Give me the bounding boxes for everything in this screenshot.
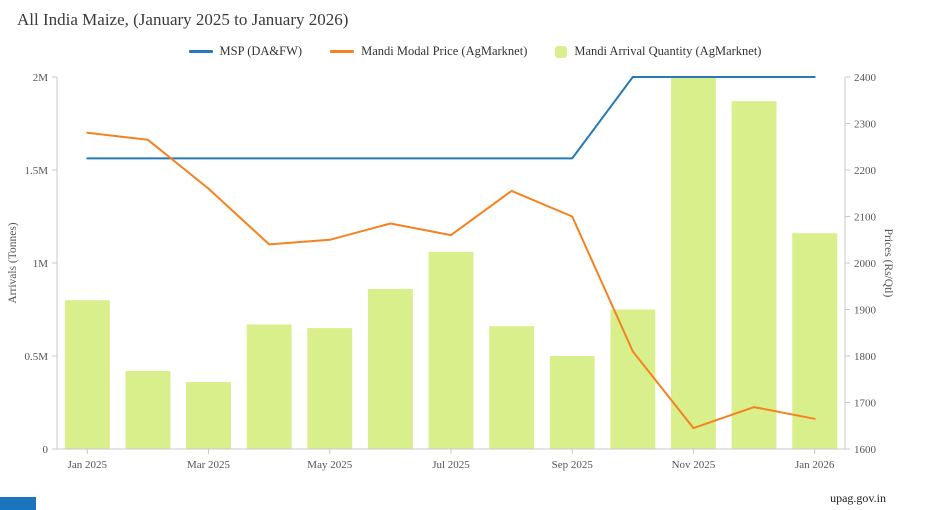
arrival-bar[interactable] xyxy=(428,251,474,449)
legend-item-3[interactable]: Mandi Arrival Quantity (AgMarknet) xyxy=(555,44,761,59)
mandi-modal-price-line[interactable] xyxy=(86,131,816,430)
arrival-bar[interactable] xyxy=(64,300,110,449)
arrival-bar[interactable] xyxy=(549,356,595,449)
legend-label: Mandi Modal Price (AgMarknet) xyxy=(361,44,528,58)
arrival-bar[interactable] xyxy=(731,101,777,449)
left-axis-tick-label: 2M xyxy=(33,72,49,84)
legend-label: MSP (DA&FW) xyxy=(219,44,303,58)
legend-line-swatch xyxy=(188,50,213,53)
arrival-bar[interactable] xyxy=(307,328,353,449)
right-axis-title: Prices (Rs/Qtl) xyxy=(882,229,894,298)
legend-item-2[interactable]: Mandi Modal Price (AgMarknet) xyxy=(330,44,527,59)
legend-item-1[interactable]: MSP (DA&FW) xyxy=(188,44,303,59)
left-axis-tick-label: 1.5M xyxy=(24,165,48,177)
legend: MSP (DA&FW) Mandi Modal Price (AgMarknet)… xyxy=(0,44,950,59)
right-axis-tick-label: 2400 xyxy=(854,72,877,84)
arrival-bar[interactable] xyxy=(246,324,292,449)
right-axis-tick-label: 2000 xyxy=(854,258,877,270)
left-axis-tick-label: 0.5M xyxy=(24,351,48,363)
right-axis-tick-label: 1600 xyxy=(854,444,877,456)
x-axis-tick-label: Nov 2025 xyxy=(672,459,716,471)
left-axis-title: Arrivals (Tonnes) xyxy=(7,222,19,303)
right-axis-tick-label: 1900 xyxy=(854,305,877,317)
x-axis-tick-label: Mar 2025 xyxy=(187,459,231,471)
x-axis-tick-label: Jul 2025 xyxy=(432,459,470,471)
brand-bar xyxy=(0,497,36,510)
legend-line-swatch xyxy=(330,50,355,53)
right-axis-tick-label: 2100 xyxy=(854,212,877,224)
right-axis-tick-label: 2200 xyxy=(854,165,877,177)
right-axis-tick-label: 1700 xyxy=(854,398,877,410)
x-axis-tick-label: Jan 2026 xyxy=(795,459,835,471)
x-axis-tick-label: May 2025 xyxy=(307,459,352,471)
arrival-bar[interactable] xyxy=(610,309,656,450)
right-axis-tick-label: 2300 xyxy=(854,119,877,131)
arrival-bar[interactable] xyxy=(792,233,838,449)
combo-chart: 0 0.5M 1M 1.5M 2M 1600 1700 1800 1900 2000 2100 220… xyxy=(7,72,894,471)
left-axis-tick-label: 1M xyxy=(33,258,49,270)
legend-label: Mandi Arrival Quantity (AgMarknet) xyxy=(574,44,762,58)
arrival-bar[interactable] xyxy=(186,382,231,449)
attribution-link[interactable]: upag.gov.in xyxy=(830,491,886,505)
x-axis-tick-label: Jan 2025 xyxy=(68,459,108,471)
x-axis-tick-label: Sep 2025 xyxy=(552,459,594,471)
arrival-bar[interactable] xyxy=(671,77,716,449)
right-axis-tick-label: 1800 xyxy=(854,351,877,363)
arrival-bar[interactable] xyxy=(489,326,535,449)
chart-title: All India Maize, (January 2025 to Januar… xyxy=(17,10,349,29)
arrival-bar[interactable] xyxy=(368,289,413,449)
msp-line[interactable] xyxy=(86,76,816,160)
arrival-bar[interactable] xyxy=(125,370,171,449)
legend-square-swatch xyxy=(555,45,568,58)
left-axis-tick-label: 0 xyxy=(43,444,49,456)
